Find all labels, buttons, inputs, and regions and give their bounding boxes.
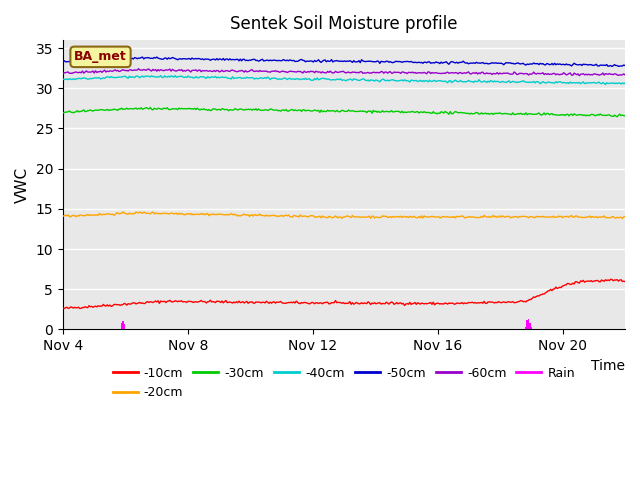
Bar <box>525 327 527 329</box>
Title: Sentek Soil Moisture profile: Sentek Soil Moisture profile <box>230 15 458 33</box>
Text: BA_met: BA_met <box>74 50 127 63</box>
Y-axis label: VWC: VWC <box>15 167 30 203</box>
Bar <box>529 323 531 329</box>
Bar <box>528 319 529 329</box>
Bar <box>122 321 124 329</box>
Bar <box>124 324 125 329</box>
Bar <box>531 327 532 329</box>
Legend: -10cm, -20cm, -30cm, -40cm, -50cm, -60cm, Rain: -10cm, -20cm, -30cm, -40cm, -50cm, -60cm… <box>108 362 580 404</box>
Bar <box>527 320 528 329</box>
Bar <box>121 323 122 329</box>
X-axis label: Time: Time <box>591 359 625 372</box>
